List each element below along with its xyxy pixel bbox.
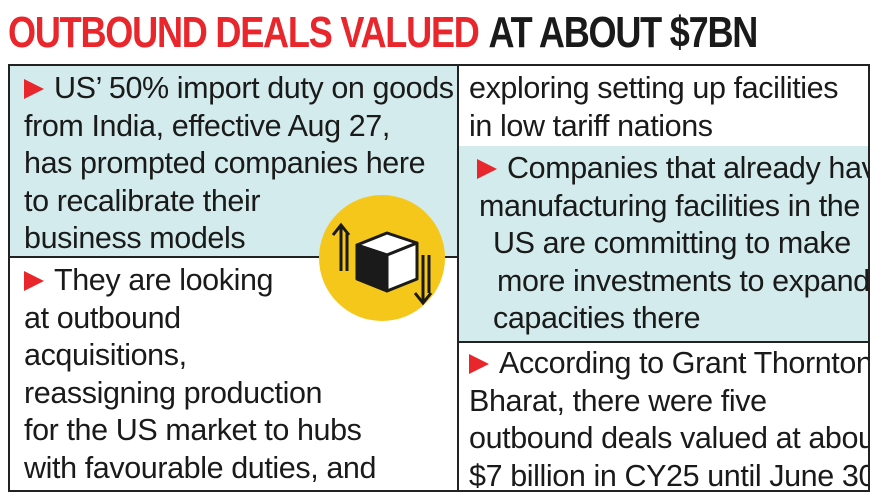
box-with-up-down-arrows-icon <box>319 195 445 321</box>
bullet-arrow-icon <box>469 354 489 374</box>
point-4-line-4: $7 billion in CY25 until June 30 <box>469 458 870 492</box>
point-4-line-1: According to Grant Thornton <box>469 345 868 383</box>
right-row-divider <box>459 341 868 343</box>
left-row-divider <box>10 256 457 258</box>
point-1-line-4: to recalibrate their <box>24 183 261 218</box>
point-2-line-5: for the US market to hubs <box>24 413 362 447</box>
point-1-line-2: from India, effective Aug 27, <box>24 108 390 143</box>
headline: OUTBOUND DEALS VALUED AT ABOUT $7BN <box>8 4 758 62</box>
point-2-line-3: acquisitions, <box>24 338 187 372</box>
point-1-line-1: US’ 50% import duty on goods <box>24 70 457 108</box>
point-2-line-2: at outbound <box>24 300 181 335</box>
point-1-line-3: has prompted companies here <box>24 146 426 180</box>
point-2-cont-line-1: exploring setting up facilities <box>469 71 839 105</box>
point-2-line-1: They are looking <box>24 262 457 300</box>
point-3-line-2: manufacturing facilities in the <box>479 188 860 223</box>
point-2-line-6: with favourable duties, and <box>24 450 377 485</box>
point-4: According to Grant Thornton Bharat, ther… <box>459 343 870 492</box>
headline-red-part: OUTBOUND DEALS VALUED <box>8 8 480 57</box>
point-1-line-5: business models <box>24 221 246 255</box>
point-3: Companies that already have manufacturin… <box>459 146 870 341</box>
point-4-line-2: Bharat, there were five <box>469 383 767 418</box>
bullet-arrow-icon <box>477 159 497 179</box>
point-3-line-1: Companies that already have <box>477 150 868 188</box>
point-2: They are looking at outbound acquisition… <box>10 258 457 490</box>
point-4-line-3: outbound deals valued at about <box>469 421 870 455</box>
point-3-line-4: more investments to expand <box>497 263 870 298</box>
point-3-line-5: capacities there <box>493 301 701 335</box>
point-3-line-3: US are committing to make <box>493 226 851 260</box>
point-2-continued: exploring setting up facilities in low t… <box>459 66 868 146</box>
bullet-arrow-icon <box>24 79 44 99</box>
point-2-line-4: reassigning production <box>24 375 323 410</box>
point-2-cont-line-2: in low tariff nations <box>469 108 713 143</box>
headline-black-part: AT ABOUT $7BN <box>488 8 758 57</box>
bullet-arrow-icon <box>24 271 44 291</box>
column-divider <box>457 66 459 490</box>
